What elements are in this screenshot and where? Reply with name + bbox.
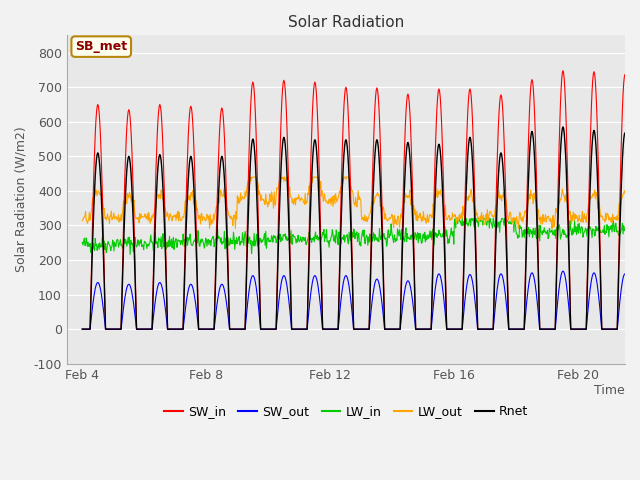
Y-axis label: Solar Radiation (W/m2): Solar Radiation (W/m2) bbox=[15, 127, 28, 273]
Legend: SW_in, SW_out, LW_in, LW_out, Rnet: SW_in, SW_out, LW_in, LW_out, Rnet bbox=[159, 400, 532, 423]
Text: SB_met: SB_met bbox=[75, 40, 127, 53]
Title: Solar Radiation: Solar Radiation bbox=[288, 15, 404, 30]
X-axis label: Time: Time bbox=[595, 384, 625, 397]
